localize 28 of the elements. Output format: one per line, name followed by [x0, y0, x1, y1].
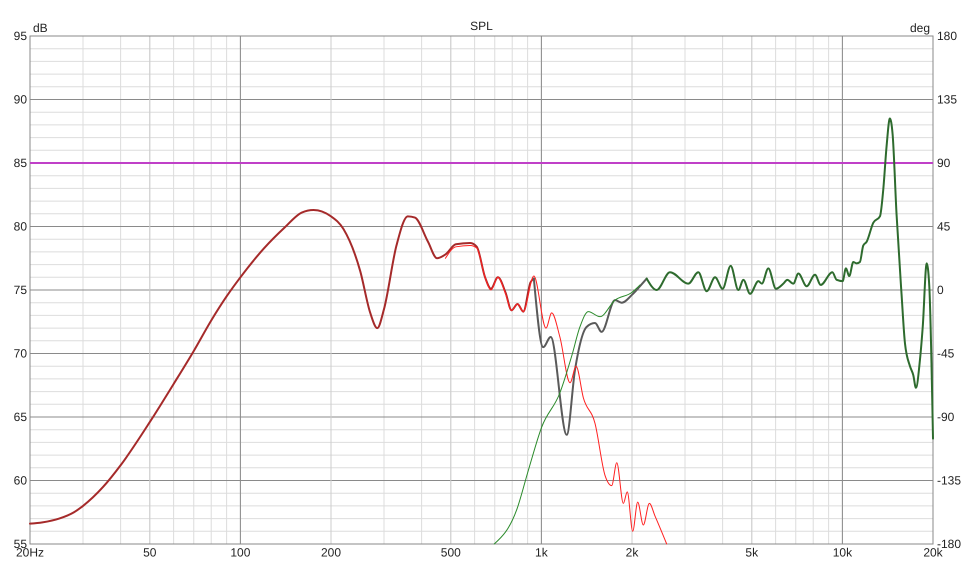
- y2-axis-title: deg: [910, 21, 930, 35]
- x-tick-label: 2k: [626, 546, 640, 560]
- x-tick-label: 50: [143, 546, 157, 560]
- chart-title: SPL: [470, 19, 494, 33]
- x-tick-label: 5k: [745, 546, 760, 560]
- y2-tick-label: 0: [937, 282, 944, 297]
- y2-tick-label: -135: [937, 473, 962, 488]
- y2-tick-label: 135: [937, 92, 958, 106]
- y-axis-title: dB: [33, 21, 48, 35]
- y-tick-label: 60: [14, 473, 28, 488]
- y-tick-label: 75: [14, 282, 28, 297]
- y2-tick-label: -45: [937, 346, 955, 360]
- x-tick-label: 10k: [832, 546, 854, 560]
- y2-tick-label: 90: [937, 156, 951, 170]
- y2-tick-label: 180: [937, 28, 958, 43]
- x-tick-label: 500: [440, 546, 462, 560]
- y-tick-label: 85: [14, 156, 28, 170]
- y2-tick-label: 45: [937, 219, 951, 234]
- y2-tick-label: -90: [937, 410, 955, 424]
- x-tick-label: 100: [230, 546, 251, 560]
- y-tick-label: 95: [14, 28, 28, 43]
- y-tick-label: 65: [14, 410, 28, 424]
- x-tick-label: 20k: [923, 546, 944, 560]
- x-tick-label: 1k: [535, 546, 549, 560]
- x-tick-label: 200: [320, 546, 342, 560]
- y-tick-label: 90: [14, 92, 28, 106]
- y-tick-label: 70: [14, 346, 28, 360]
- y-tick-label: 80: [14, 219, 28, 234]
